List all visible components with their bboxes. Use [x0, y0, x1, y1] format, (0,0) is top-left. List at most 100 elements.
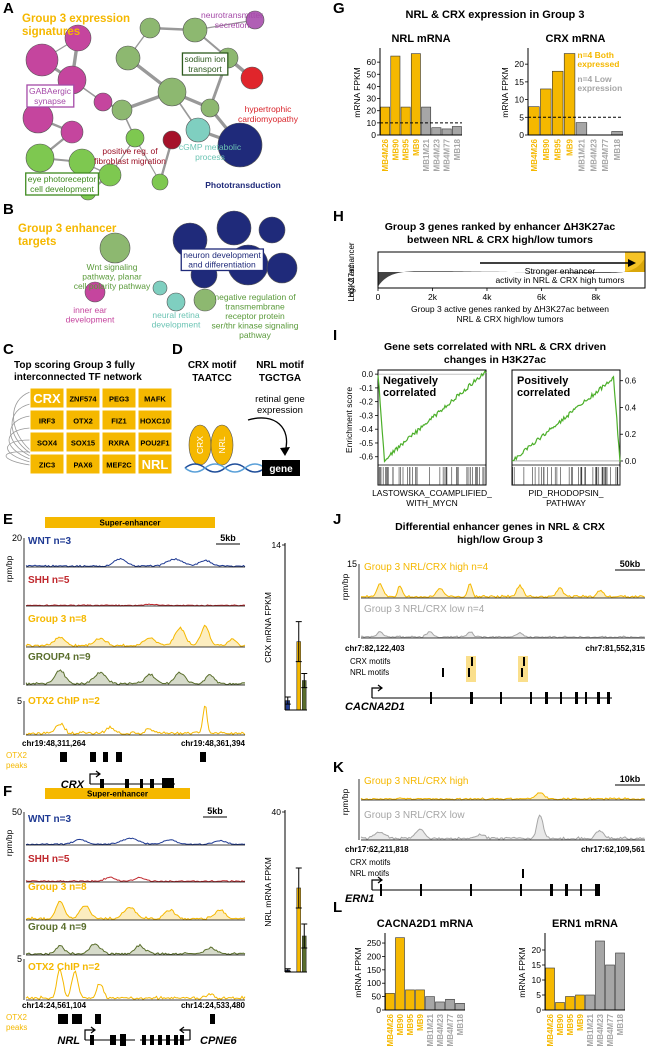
y-tick-label: -0.1	[359, 384, 373, 393]
network-arc	[8, 427, 31, 460]
tf-name: SOX15	[71, 439, 95, 448]
bar	[380, 106, 391, 136]
bar	[425, 996, 435, 1011]
otx2-peak	[116, 752, 122, 762]
track-shade	[26, 625, 245, 647]
track-name: SHH n=5	[28, 575, 70, 586]
bar	[552, 70, 564, 136]
track-shade	[26, 901, 245, 920]
x-tick-label: 4k	[482, 292, 492, 302]
track-name: Group 3 n=8	[28, 614, 87, 625]
x-tick-label: 8k	[591, 292, 601, 302]
legend-entry: expressed	[577, 59, 619, 69]
tf-cell	[29, 409, 65, 431]
node	[200, 98, 220, 118]
bar	[405, 989, 415, 1011]
motif	[521, 668, 523, 677]
bar	[435, 1001, 445, 1011]
bar	[395, 937, 405, 1011]
node-label: positive reg. of	[102, 146, 158, 156]
y-axis-label: mRNA FPKM	[517, 947, 527, 998]
plot-frame	[377, 369, 487, 486]
tss-arrow	[84, 1026, 96, 1040]
motif-label: CRX motifs	[350, 657, 390, 666]
exon	[500, 692, 502, 704]
label: OTX2	[6, 1013, 27, 1022]
tss-arrow	[179, 1026, 191, 1040]
chart-title: CACNA2D1 mRNA	[377, 918, 474, 930]
label: rpm/bp	[340, 574, 350, 601]
bar	[563, 53, 576, 136]
panel-letter: L	[333, 899, 342, 916]
bar	[445, 998, 455, 1011]
x-tick-label: 6k	[537, 292, 547, 302]
bar	[565, 996, 575, 1011]
tf-name: FIZ1	[111, 417, 126, 426]
track-name: Group 3 n=8	[28, 882, 87, 893]
motif	[522, 869, 524, 878]
panel-title: Group 3 enhancer	[18, 223, 117, 235]
tf-cell	[65, 409, 101, 431]
exon	[565, 884, 568, 896]
exon	[545, 692, 548, 704]
node	[99, 232, 131, 264]
bar	[605, 964, 615, 1011]
node-label: negative regulation of	[214, 292, 296, 302]
x-tick-label: MB4M77	[446, 1013, 455, 1046]
exon	[120, 1034, 126, 1046]
arrow-head	[280, 447, 290, 456]
exon	[597, 692, 600, 704]
node-label: cell development	[30, 184, 94, 194]
dna	[184, 463, 266, 473]
network-arc	[7, 439, 31, 463]
node-label: ser/thr kinase signaling	[212, 321, 299, 331]
otx2-peak	[210, 1014, 215, 1024]
node-label: hypertrophic	[245, 104, 293, 114]
y-tick-label: 150	[367, 965, 381, 975]
otx2-peak	[200, 752, 206, 762]
y-tick-label: 5	[536, 990, 541, 1000]
x-tick-label: MB95	[406, 1013, 415, 1035]
tss-arrow	[371, 876, 383, 890]
x-axis-label: Group 3 active genes ranked by ΔH3K27ac …	[411, 304, 609, 314]
track-signal	[360, 583, 645, 599]
bar	[400, 106, 411, 136]
tf-cell	[101, 387, 137, 409]
panel-letter: K	[333, 759, 344, 776]
y-tick-label: 250	[367, 938, 381, 948]
tss-arrow	[89, 770, 101, 784]
y-axis-label: CRX mRNA FPKM	[263, 592, 273, 663]
label: chr7:81,552,315	[585, 644, 645, 653]
x-axis-label: NRL & CRX high/low tumors	[457, 314, 564, 324]
panel-letter: J	[333, 511, 341, 528]
panel-title: Differential enhancer genes in NRL & CRX	[395, 521, 605, 533]
x-tick-label: MB4M23	[436, 1013, 445, 1046]
panel-title: signatures	[22, 26, 80, 38]
arrow-head	[628, 259, 636, 267]
bar	[540, 88, 552, 136]
exon	[110, 1035, 116, 1045]
y-axis-label: H3K27ac	[347, 265, 356, 298]
tf-name: PEG3	[109, 395, 129, 404]
y-axis-label: mRNA FPKM	[500, 67, 510, 118]
node-label: transport	[188, 64, 222, 74]
track-signal	[25, 876, 246, 883]
node-label: development	[66, 315, 115, 325]
otx2-peak	[95, 1014, 101, 1024]
track-name: GROUP4 n=9	[28, 652, 91, 663]
x-tick-label: MB9	[416, 1013, 425, 1030]
y-tick-label: 30	[367, 94, 377, 104]
bar	[528, 106, 540, 136]
node-label: GABAergic	[29, 86, 72, 96]
y-tick-label: 50	[372, 992, 382, 1002]
node	[193, 288, 217, 312]
label: TAATCC	[192, 373, 232, 384]
y-tick-label: 10	[367, 118, 377, 128]
plot-label: correlated	[383, 387, 436, 399]
exon	[575, 692, 578, 704]
node	[25, 143, 55, 173]
label: peaks	[6, 761, 27, 770]
y-tick-label: 20	[367, 106, 377, 116]
track-name: SHH n=5	[28, 854, 70, 865]
